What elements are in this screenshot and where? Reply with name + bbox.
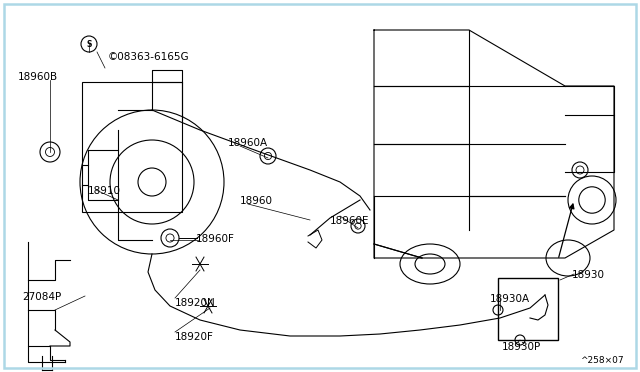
Text: 18960B: 18960B	[18, 72, 58, 82]
Text: 18930A: 18930A	[490, 294, 530, 304]
Text: S: S	[86, 39, 92, 48]
Text: 18920N: 18920N	[175, 298, 216, 308]
Text: 18960: 18960	[240, 196, 273, 206]
Text: 18960A: 18960A	[228, 138, 268, 148]
Bar	[498, 278, 558, 340]
Text: 18930P: 18930P	[502, 342, 541, 352]
Text: 18960E: 18960E	[330, 216, 369, 226]
Text: 18920F: 18920F	[175, 332, 214, 342]
Text: ^258×07: ^258×07	[580, 356, 623, 365]
Text: 18930: 18930	[572, 270, 605, 280]
Text: 18960F: 18960F	[196, 234, 235, 244]
Text: 18910: 18910	[88, 186, 121, 196]
Text: ©08363-6165G: ©08363-6165G	[108, 52, 189, 62]
Text: 27084P: 27084P	[22, 292, 61, 302]
Bar	[82, 82, 182, 212]
